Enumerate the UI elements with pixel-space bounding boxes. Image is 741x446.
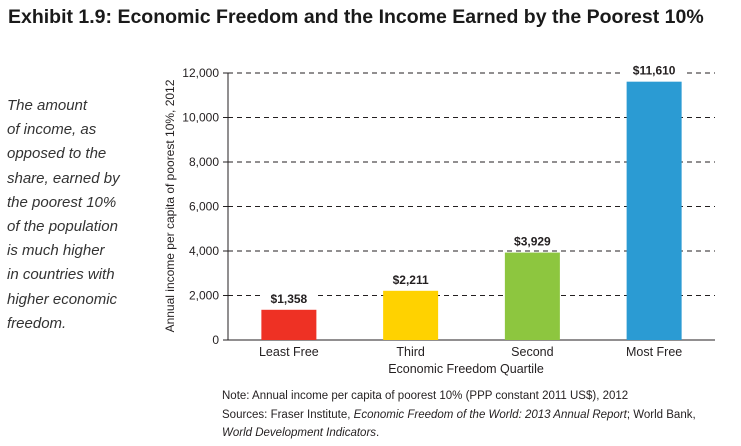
y-axis-ticks: 0 2,000 4,000 6,000 8,000 10,000 12,000 xyxy=(182,66,228,347)
sources-middle: ; World Bank, xyxy=(626,408,696,421)
caption-line: of income, as xyxy=(7,121,97,139)
chart-title: Exhibit 1.9: Economic Freedom and the In… xyxy=(8,6,704,28)
caption-line: the poorest 10% xyxy=(7,193,117,211)
data-label: $3,929 xyxy=(514,235,551,249)
chart-notes: Note: Annual income per capita of poores… xyxy=(222,387,696,443)
y-tick-label: 12,000 xyxy=(182,66,219,80)
x-tick-label: Least Free xyxy=(259,345,319,359)
data-label-background xyxy=(623,61,685,78)
caption-line: of the population xyxy=(7,218,118,236)
caption-line: in countries with xyxy=(7,266,115,284)
data-label: $1,358 xyxy=(271,292,308,306)
data-labels: $1,358 $2,211 $3,929 $11,610 xyxy=(262,61,685,306)
caption-line: is much higher xyxy=(7,242,105,260)
x-tick-label: Third xyxy=(396,345,425,359)
sources-end: . xyxy=(376,427,380,439)
caption-line: opposed to the xyxy=(7,145,107,163)
bar xyxy=(626,81,682,341)
sources-title: Economic Freedom of the World: 2013 Annu… xyxy=(353,408,627,421)
caption-line: freedom. xyxy=(7,314,67,332)
bars xyxy=(261,81,682,341)
sidebar-caption: The amount of income, as opposed to the … xyxy=(7,94,147,336)
y-tick-label: 0 xyxy=(212,333,219,347)
bar xyxy=(504,252,560,340)
x-tick-label: Second xyxy=(511,345,553,359)
data-label: $2,211 xyxy=(393,273,429,287)
bar xyxy=(383,290,439,340)
x-axis-label: Economic Freedom Quartile xyxy=(388,362,544,376)
caption-line: higher economic xyxy=(7,290,118,308)
note-text: Note: Annual income per capita of poores… xyxy=(222,390,629,402)
data-label-background xyxy=(383,270,438,287)
y-tick-label: 2,000 xyxy=(189,289,219,303)
bar xyxy=(261,309,317,340)
caption-line: share, earned by xyxy=(7,169,120,187)
sources-text-continued: World Development Indicators. xyxy=(222,424,696,443)
y-tick-label: 8,000 xyxy=(189,155,219,169)
sources-text: Sources: Fraser Institute, Economic Free… xyxy=(222,406,696,425)
x-axis-ticks: Least Free Third Second Most Free xyxy=(259,345,682,359)
y-tick-label: 4,000 xyxy=(189,244,219,258)
y-axis-label: Annual income per capita of poorest 10%,… xyxy=(163,79,177,332)
x-tick-label: Most Free xyxy=(626,345,682,359)
data-label-background xyxy=(262,289,316,306)
y-tick-label: 10,000 xyxy=(182,111,219,125)
data-label: $11,610 xyxy=(633,64,676,78)
sources-prefix: Sources: Fraser Institute, xyxy=(222,408,354,421)
caption-line: The amount xyxy=(7,97,88,114)
data-label-background xyxy=(505,232,560,249)
y-tick-label: 6,000 xyxy=(189,200,219,214)
sources-title-2: World Development Indicators xyxy=(222,427,377,439)
